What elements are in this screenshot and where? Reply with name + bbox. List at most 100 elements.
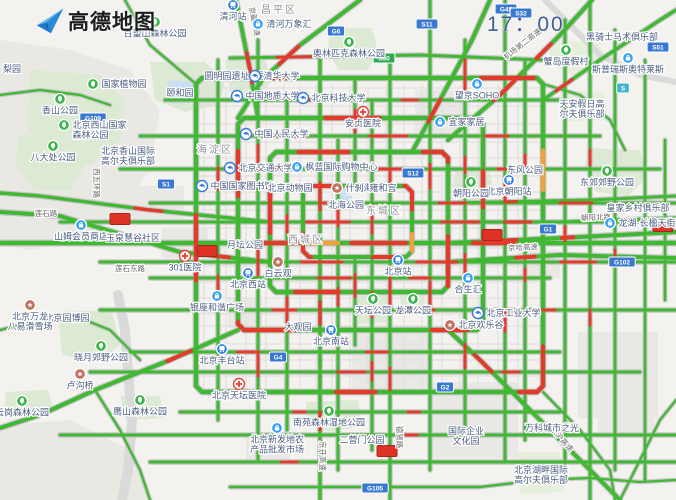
poi-marker[interactable]: 天坛公园 (354, 292, 392, 317)
poi-marker[interactable]: 合生汇 (453, 271, 483, 296)
poi-marker[interactable]: 中国国家图书馆 (195, 179, 275, 192)
road-ru-n1 (0, 88, 112, 107)
poi-marker[interactable]: 龙湖·长楹天街 (603, 216, 676, 229)
park-icon (53, 92, 67, 106)
poi-marker[interactable]: 东风公园 (506, 163, 545, 177)
poi-marker[interactable]: 梨园 (2, 62, 23, 76)
poi-marker[interactable]: 中国地质大学 (230, 89, 301, 102)
poi-label: 奥林匹克森林公园 (313, 48, 385, 59)
poi-label: 东风公园 (507, 164, 543, 175)
poi-marker[interactable]: 北海公园 (327, 198, 366, 212)
poi-marker[interactable]: 月坛公园 (226, 239, 265, 252)
road-shield: S11 (415, 18, 439, 30)
poi-marker[interactable]: 枫蓝国际购物中心 (290, 160, 379, 173)
poi-label: 枫蓝国际购物中心 (306, 161, 378, 172)
poi-marker[interactable]: 北京科技大学 (296, 91, 367, 104)
poi-marker[interactable]: 清河站 (218, 0, 248, 23)
poi-label: 北京湖畔国际高尔夫俱乐部 (514, 464, 568, 485)
poi-marker[interactable]: 大观园 (283, 320, 313, 334)
poi-marker[interactable]: 国家植物园 (86, 77, 148, 90)
poi-marker[interactable]: 南苑森林湿地公园 (292, 404, 366, 429)
poi-marker[interactable]: 奥林匹克森林公园 (312, 35, 386, 60)
poi-marker[interactable]: 斯普瑞斯奥特莱斯 (591, 51, 665, 76)
time-label: 17：00 (487, 13, 565, 36)
poi-label: 中国人民大学 (255, 128, 309, 139)
poi-marker[interactable]: 香山公园 (41, 92, 79, 117)
road-d-jinghu (446, 328, 622, 500)
poi-marker[interactable]: 301医院 (167, 249, 203, 274)
poi-marker[interactable]: 清华大学 (248, 69, 301, 82)
poi-marker[interactable]: 朝阳公园 (452, 175, 490, 200)
poi-marker[interactable]: 北京香山国际高尔夫俱乐部 (100, 144, 157, 168)
poi-marker[interactable]: 北京丰台站 (198, 342, 246, 367)
poi-marker[interactable]: 雍和宫 (368, 181, 398, 195)
poi-marker[interactable]: 天安假日高尔夫俱乐部 (558, 97, 606, 121)
traffic-jam-d-fushi (133, 206, 164, 213)
poi-marker[interactable]: 颐和园 (165, 87, 195, 100)
poi-marker[interactable]: 山姆会员商店 (53, 218, 109, 243)
poi-marker[interactable]: 玉泉慧谷社区 (105, 231, 162, 245)
poi-marker[interactable]: 皇家乡村俱乐部 (605, 201, 671, 215)
poi-marker[interactable]: 百望山森林公园 (122, 15, 188, 40)
poi-marker[interactable]: 北京欢乐谷 (443, 318, 505, 331)
poi-marker[interactable]: 望京SOHO (453, 77, 501, 102)
poi-marker[interactable]: 八大处公园 (29, 139, 77, 164)
poi-label: 什刹海 (346, 182, 373, 193)
poi-marker[interactable]: 宜家家居 (433, 115, 486, 128)
poi-label: 北海公园 (328, 199, 364, 210)
poi-marker[interactable]: 二营门公园 (338, 433, 386, 447)
poi-marker[interactable]: 鹰山森林公园 (112, 393, 168, 418)
poi-marker[interactable]: 什刹海 (330, 181, 374, 194)
poi-label: 中国国家图书馆 (211, 180, 274, 191)
poi-marker[interactable]: 北京交通大学 (223, 161, 294, 175)
poi-marker[interactable]: 北京西站 (229, 266, 267, 291)
road-shield: S50 (372, 52, 396, 64)
hosp-icon (232, 377, 246, 391)
poi-marker[interactable]: 中国人民大学 (239, 127, 310, 140)
svg-text:S11: S11 (421, 21, 433, 28)
train-icon (226, 0, 240, 12)
poi-marker[interactable]: 北京园博园 (43, 311, 91, 325)
poi-marker[interactable]: 北京天坛医院 (211, 377, 267, 402)
poi-marker[interactable]: 龙潭公园 (394, 292, 432, 317)
poi-marker[interactable]: 黑骑士马术俱乐部 (585, 30, 660, 44)
poi-marker[interactable]: 北京南站 (312, 323, 350, 348)
poi-label: 北京丰台站 (199, 355, 244, 366)
poi-label: 清华大学 (264, 70, 300, 81)
poi-marker[interactable]: 北京新发地农产品批发市场 (249, 421, 305, 456)
poi-marker[interactable]: 蟹岛度假村 (542, 43, 590, 68)
poi-marker[interactable]: 北京万龙八易滑雪场 (6, 298, 54, 333)
closure-badge (109, 213, 131, 225)
poi-marker[interactable]: 北京湖畔国际高尔夫俱乐部 (513, 463, 570, 487)
poi-marker[interactable]: 东郊郊野公园 (579, 164, 635, 189)
traffic-jam-ring2 (301, 231, 313, 259)
poi-marker[interactable]: 万科城市之光 (524, 421, 581, 435)
poi-marker[interactable]: 银座和谐广场 (189, 289, 245, 314)
poi-marker[interactable]: 北京朝阳站 (485, 173, 533, 198)
svg-text:S32: S32 (515, 10, 527, 17)
traffic-jam-d-airport2 (554, 78, 574, 93)
poi-marker[interactable]: 国际企业文化园 (447, 424, 486, 448)
poi-marker[interactable]: 北京站 (383, 253, 413, 278)
poi-label: 北京天坛医院 (212, 390, 266, 401)
poi-marker[interactable]: 白云观 (263, 255, 293, 280)
badachu-park (15, 135, 85, 190)
edu-icon (223, 161, 237, 175)
poi-marker[interactable]: 安贞医院 (344, 105, 382, 130)
poi-marker[interactable]: 云岗森林公园 (0, 394, 50, 419)
poi-marker[interactable]: 晓月郊野公园 (73, 339, 129, 364)
poi-label: 合生汇 (454, 284, 481, 295)
hosp-icon (356, 105, 370, 119)
poi-marker[interactable]: 卢沟桥 (65, 367, 95, 392)
poi-marker[interactable]: 北京动物园 (266, 181, 314, 195)
poi-marker[interactable]: 北京西山国家森林公园 (57, 118, 128, 141)
poi-marker[interactable]: 清河万象汇 (251, 17, 313, 30)
poi-label: 北京科技大学 (312, 92, 366, 103)
traffic-jam-ring2 (402, 184, 414, 212)
closure-badge (652, 220, 674, 232)
traffic-jam-ring3 (420, 149, 451, 164)
train-icon (391, 253, 405, 267)
poi-marker[interactable]: 北京工业大学 (471, 306, 542, 319)
